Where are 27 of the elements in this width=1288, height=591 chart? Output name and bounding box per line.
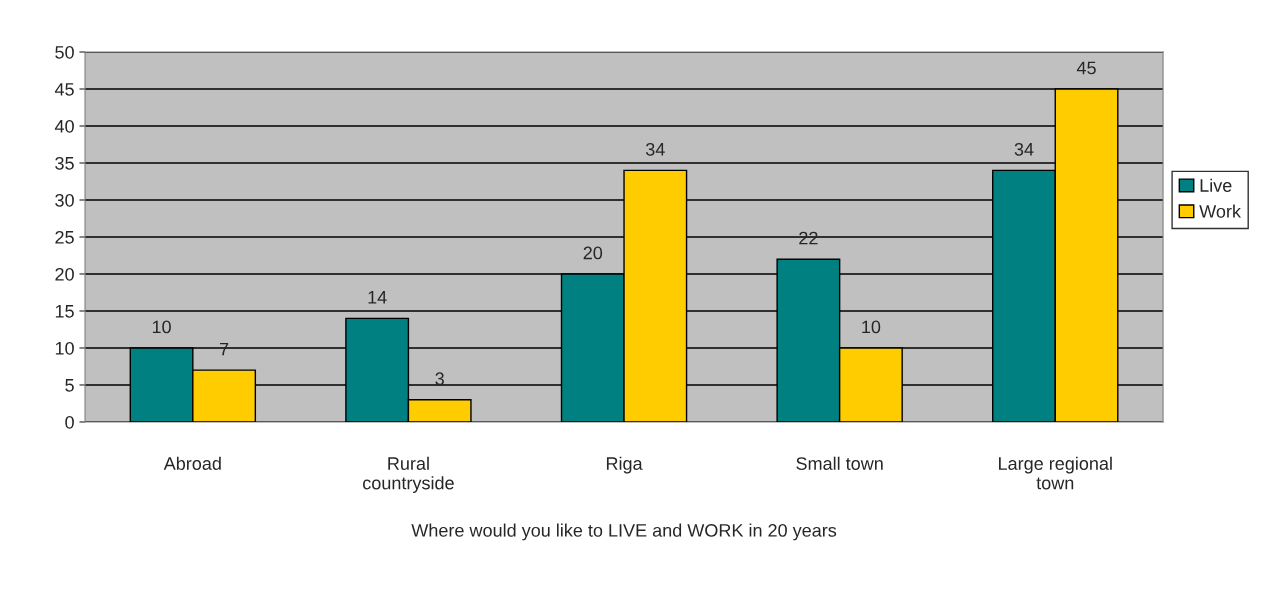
data-label: 3 bbox=[435, 372, 444, 386]
y-tick-label: 25 bbox=[55, 230, 74, 244]
x-tick-label: Small town bbox=[796, 456, 883, 470]
data-label: 10 bbox=[152, 320, 171, 334]
legend-label: Live bbox=[1200, 178, 1232, 192]
x-tick-label: Rural countryside bbox=[363, 456, 454, 493]
y-tick-label: 5 bbox=[65, 379, 74, 392]
x-tick-label: Riga bbox=[606, 456, 643, 474]
data-label: 10 bbox=[862, 320, 881, 334]
data-label: 34 bbox=[1014, 142, 1034, 156]
y-tick-label: 40 bbox=[54, 119, 74, 133]
data-label: 14 bbox=[368, 291, 387, 304]
y-tick-label: 0 bbox=[65, 415, 74, 429]
y-tick-label: 20 bbox=[55, 267, 74, 281]
x-tick-label: Abroad bbox=[163, 456, 221, 470]
y-tick-label: 45 bbox=[54, 83, 74, 96]
y-tick-label: 30 bbox=[55, 193, 74, 207]
data-label: 20 bbox=[583, 246, 603, 260]
data-label: 45 bbox=[1076, 61, 1096, 75]
y-tick-label: 35 bbox=[55, 156, 74, 170]
y-tick-label: 15 bbox=[55, 305, 74, 318]
x-axis-title: Where would you like to LIVE and WORK in 20 years bbox=[411, 523, 837, 541]
data-label: 34 bbox=[645, 142, 665, 156]
y-tick-label: 50 bbox=[55, 45, 74, 59]
y-tick-label: 10 bbox=[55, 341, 74, 355]
legend-label: Work bbox=[1199, 204, 1242, 218]
x-tick-label: Large regional town bbox=[999, 456, 1112, 490]
